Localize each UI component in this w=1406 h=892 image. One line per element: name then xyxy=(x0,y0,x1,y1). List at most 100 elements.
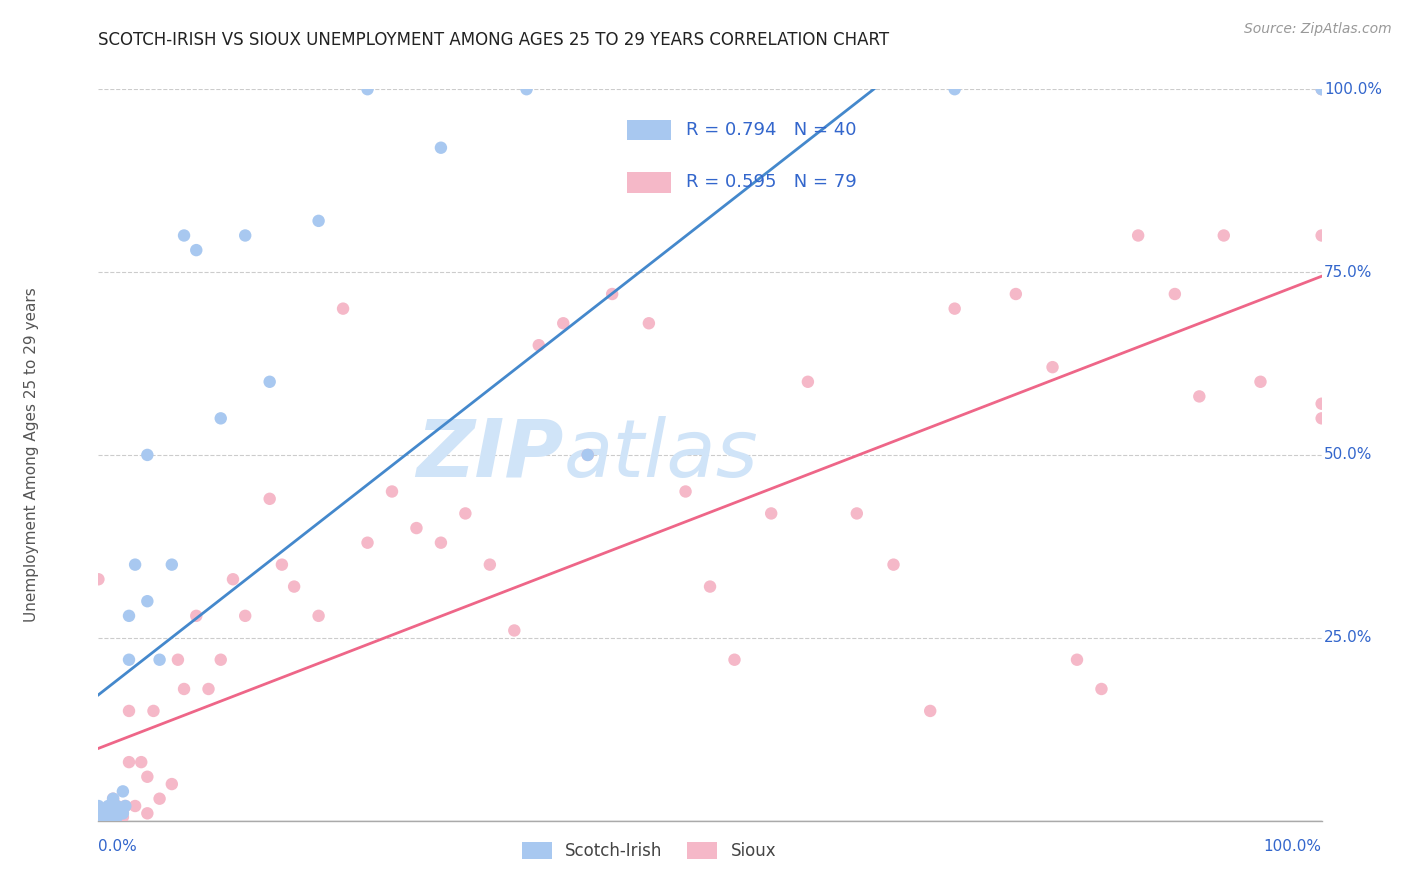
Point xyxy=(160,558,183,572)
Point xyxy=(233,608,256,623)
Text: 0.0%: 0.0% xyxy=(98,838,138,854)
Point xyxy=(186,608,208,623)
Point xyxy=(100,810,122,824)
Point xyxy=(576,448,599,462)
Point xyxy=(943,301,966,316)
Point xyxy=(167,653,190,667)
Point xyxy=(97,799,120,814)
Point xyxy=(129,755,152,769)
Legend: Scotch-Irish, Sioux: Scotch-Irish, Sioux xyxy=(515,836,783,867)
Point xyxy=(87,814,110,828)
Point xyxy=(270,558,294,572)
Point xyxy=(637,316,661,330)
Point xyxy=(91,810,114,824)
Text: 100.0%: 100.0% xyxy=(1324,82,1382,96)
Point xyxy=(308,608,330,623)
Point xyxy=(97,806,120,821)
Point xyxy=(105,799,128,814)
Point xyxy=(761,507,783,521)
Point xyxy=(173,681,195,696)
Point xyxy=(883,558,905,572)
Point xyxy=(136,770,159,784)
Point xyxy=(405,521,427,535)
Point xyxy=(553,316,575,330)
Point xyxy=(87,814,110,828)
Point xyxy=(454,507,477,521)
Point xyxy=(332,301,354,316)
Point xyxy=(259,375,281,389)
Point xyxy=(100,806,122,821)
Point xyxy=(173,228,195,243)
Point xyxy=(1310,82,1333,96)
Point xyxy=(87,806,110,821)
Point xyxy=(1249,375,1271,389)
Point xyxy=(97,810,120,824)
Point xyxy=(209,653,232,667)
Point xyxy=(222,572,245,586)
Point xyxy=(124,558,146,572)
Point xyxy=(600,287,623,301)
Point xyxy=(111,784,134,798)
Point xyxy=(1128,228,1150,243)
Point xyxy=(515,82,537,96)
Point xyxy=(233,228,256,243)
Point xyxy=(1310,228,1333,243)
Point xyxy=(1164,287,1187,301)
Point xyxy=(136,594,159,608)
Point xyxy=(87,814,110,828)
Text: atlas: atlas xyxy=(564,416,758,494)
Point xyxy=(149,791,172,805)
Point xyxy=(197,681,219,696)
Point xyxy=(1188,389,1211,403)
Point xyxy=(699,580,721,594)
Point xyxy=(111,810,134,824)
Text: SCOTCH-IRISH VS SIOUX UNEMPLOYMENT AMONG AGES 25 TO 29 YEARS CORRELATION CHART: SCOTCH-IRISH VS SIOUX UNEMPLOYMENT AMONG… xyxy=(98,31,890,49)
Point xyxy=(478,558,501,572)
Point xyxy=(259,491,281,506)
Point xyxy=(186,243,208,257)
Point xyxy=(87,572,110,586)
Point xyxy=(111,803,134,817)
Point xyxy=(100,803,122,817)
Point xyxy=(1310,397,1333,411)
Point xyxy=(920,704,942,718)
Text: 50.0%: 50.0% xyxy=(1324,448,1372,462)
Point xyxy=(1310,411,1333,425)
Point xyxy=(87,810,110,824)
Point xyxy=(114,799,136,814)
Point xyxy=(118,704,141,718)
Point xyxy=(93,814,115,828)
Point xyxy=(1066,653,1088,667)
Point xyxy=(845,507,868,521)
Point xyxy=(87,799,110,814)
Point xyxy=(114,799,136,814)
Point xyxy=(142,704,165,718)
Point xyxy=(97,810,120,824)
Point xyxy=(1042,360,1064,375)
Point xyxy=(576,448,599,462)
Point xyxy=(100,810,122,824)
Point xyxy=(430,141,453,155)
Point xyxy=(105,810,128,824)
Point xyxy=(136,448,159,462)
Point xyxy=(943,82,966,96)
Point xyxy=(100,799,122,814)
Point xyxy=(105,799,128,814)
Point xyxy=(1090,681,1112,696)
Point xyxy=(93,806,115,821)
Point xyxy=(160,777,183,791)
Point xyxy=(91,814,114,828)
Point xyxy=(87,814,110,828)
Point xyxy=(1212,228,1234,243)
Point xyxy=(1310,82,1333,96)
Point xyxy=(87,814,110,828)
Point xyxy=(100,814,122,828)
Point xyxy=(356,535,378,549)
Text: ZIP: ZIP xyxy=(416,416,564,494)
Text: 75.0%: 75.0% xyxy=(1324,265,1372,279)
Point xyxy=(93,810,115,824)
Point xyxy=(430,535,453,549)
Text: Unemployment Among Ages 25 to 29 years: Unemployment Among Ages 25 to 29 years xyxy=(24,287,38,623)
Point xyxy=(87,806,110,821)
Point xyxy=(105,806,128,821)
